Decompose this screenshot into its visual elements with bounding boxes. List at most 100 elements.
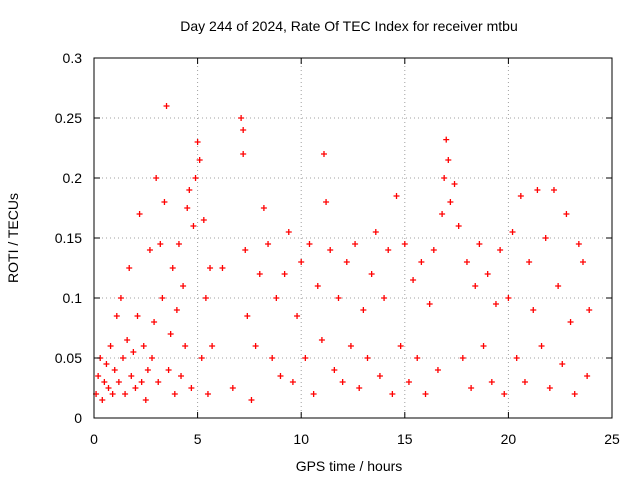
data-point (445, 157, 452, 163)
y-tick-label: 0.25 (55, 110, 82, 126)
data-point (134, 313, 141, 319)
data-point (323, 199, 330, 205)
data-point (140, 343, 147, 349)
data-point (397, 343, 404, 349)
data-point (219, 265, 226, 271)
data-point (157, 241, 164, 247)
data-point (159, 295, 166, 301)
x-tick-label: 20 (501, 431, 517, 447)
data-point (265, 241, 272, 247)
data-point (128, 373, 135, 379)
data-point (207, 265, 214, 271)
data-point (401, 241, 408, 247)
data-point (339, 379, 346, 385)
data-point (289, 379, 296, 385)
x-tick-label: 5 (194, 431, 202, 447)
data-point (298, 259, 305, 265)
data-point (285, 229, 292, 235)
data-point (517, 193, 524, 199)
data-point (521, 379, 528, 385)
data-point (443, 136, 450, 143)
data-point (281, 271, 288, 277)
data-point (310, 391, 317, 397)
data-point (138, 379, 145, 385)
data-point (430, 247, 437, 253)
x-tick-label: 0 (90, 431, 98, 447)
data-point (124, 337, 131, 343)
data-point (368, 271, 375, 277)
data-point (331, 367, 338, 373)
data-point (579, 259, 586, 265)
data-point (151, 319, 158, 325)
data-point (426, 301, 433, 307)
data-point (441, 175, 448, 181)
data-point (439, 211, 446, 217)
data-point (209, 343, 216, 349)
data-point (302, 355, 309, 361)
data-point (385, 247, 392, 253)
data-point (376, 373, 383, 379)
data-point (418, 259, 425, 265)
data-point (294, 313, 301, 319)
data-point (109, 391, 116, 397)
data-point (422, 391, 429, 397)
data-point (192, 175, 199, 181)
data-point (327, 247, 334, 253)
data-point (347, 343, 354, 349)
data-point (571, 391, 578, 397)
data-point (178, 373, 185, 379)
data-point (103, 361, 110, 367)
data-point (335, 295, 342, 301)
data-point (455, 223, 462, 229)
y-tick-label: 0.15 (55, 230, 82, 246)
data-point (146, 247, 153, 253)
data-point (488, 379, 495, 385)
data-point (240, 127, 247, 133)
data-point (171, 391, 178, 397)
data-point (132, 385, 139, 391)
data-point (559, 361, 566, 367)
data-point (530, 307, 537, 313)
data-point (204, 391, 211, 397)
data-point (126, 265, 133, 271)
data-point (260, 205, 267, 211)
data-point (105, 385, 112, 391)
data-point (586, 307, 593, 313)
data-point (360, 307, 367, 313)
y-axis-label: ROTI / TECUs (5, 193, 21, 283)
data-point (476, 241, 483, 247)
axis-ticks (93, 57, 613, 419)
data-point (356, 385, 363, 391)
y-tick-label: 0.05 (55, 350, 82, 366)
y-tick-label: 0 (74, 410, 82, 426)
data-point (149, 355, 156, 361)
data-point (505, 295, 512, 301)
data-point (410, 277, 417, 283)
data-point (277, 373, 284, 379)
data-point (459, 355, 466, 361)
data-point (389, 391, 396, 397)
data-point (538, 343, 545, 349)
data-point (173, 307, 180, 313)
data-point (130, 349, 137, 355)
data-point (142, 397, 149, 403)
data-point (161, 199, 168, 205)
data-point (240, 151, 247, 157)
data-point (153, 175, 160, 181)
x-tick-label: 25 (604, 431, 620, 447)
data-point (186, 187, 193, 193)
data-point (117, 295, 124, 301)
data-point (256, 271, 263, 277)
grid-lines (94, 58, 612, 418)
data-point (405, 379, 412, 385)
data-point (434, 367, 441, 373)
data-point (318, 337, 325, 343)
data-point (451, 181, 458, 187)
data-point (472, 283, 479, 289)
data-point (180, 283, 187, 289)
data-point (550, 187, 557, 193)
data-point (248, 397, 255, 403)
y-tick-label: 0.2 (63, 170, 83, 186)
data-point (244, 313, 251, 319)
